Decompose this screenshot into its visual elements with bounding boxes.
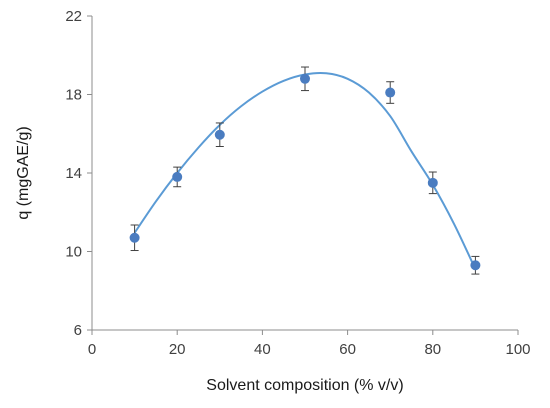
data-point [214,129,225,140]
x-tick-label: 40 [254,341,271,358]
ticks: 6 10 14 18 22 0 20 40 60 80 100 [65,8,530,358]
data-point [385,87,396,98]
trendline-group [133,72,477,270]
axes [91,16,518,331]
x-tick-label: 60 [339,341,356,358]
y-tick-label: 14 [65,165,82,182]
y-tick-label: 22 [65,8,82,25]
x-tick-label: 20 [169,341,186,358]
x-axis-title: Solvent composition (% v/v) [206,377,403,394]
trendline [133,72,477,270]
y-tick-label: 6 [74,322,82,339]
error-bars [130,66,480,275]
x-tick-label: 100 [505,341,530,358]
x-tick-label: 0 [88,341,96,358]
x-tick-label: 80 [424,341,441,358]
y-tick-label: 10 [65,244,82,261]
y-axis-title: q (mgGAE/g) [15,126,32,219]
data-points [129,73,481,271]
data-point [427,177,438,188]
data-point [470,260,481,271]
data-point [129,232,140,243]
data-point [172,171,183,182]
y-tick-label: 18 [65,87,82,104]
data-point [300,73,310,84]
